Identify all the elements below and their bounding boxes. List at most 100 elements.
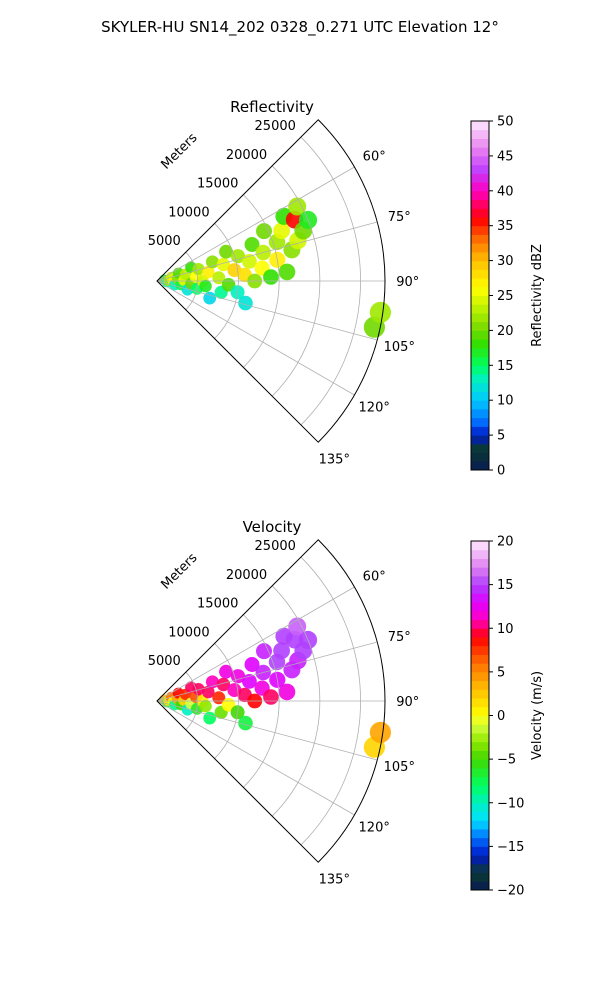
colorbar-tick-label: 15 <box>497 359 514 374</box>
colorbar-segment <box>471 759 489 769</box>
azimuth-tick-label: 75° <box>388 210 411 225</box>
colorbar-segment <box>471 129 489 139</box>
colorbar-segment <box>471 567 489 577</box>
echo-cell <box>238 295 253 311</box>
colorbar-segment <box>471 321 489 331</box>
colorbar-tick-label: 50 <box>497 115 514 130</box>
polar-grid <box>156 136 385 426</box>
echo-cell <box>369 301 391 323</box>
colorbar-segment <box>471 776 489 786</box>
colorbar-tick-label: 45 <box>497 149 514 164</box>
colorbar-segment <box>471 121 489 131</box>
colorbar-segment <box>471 278 489 288</box>
echo-cell <box>202 265 215 279</box>
colorbar-segment <box>471 619 489 629</box>
colorbar-tick-label: 30 <box>497 254 514 269</box>
colorbar-segment <box>471 391 489 401</box>
colorbar-segment <box>471 269 489 279</box>
colorbar-segment <box>471 138 489 148</box>
colorbar-segment <box>471 794 489 804</box>
colorbar-segment <box>471 680 489 690</box>
colorbar-segment <box>471 881 489 891</box>
radial-tick-label: 25000 <box>255 539 296 554</box>
velocity-colorbar: −20 −15 −10 −5 0 5 10 15 20 Velocity (m/s) <box>470 535 545 899</box>
echo-cell <box>238 715 253 731</box>
echo-cell <box>242 674 257 689</box>
azimuth-tick-label: 60° <box>363 150 386 165</box>
colorbar-tick-label: 0 <box>497 709 505 724</box>
colorbar-tick-label: −10 <box>497 796 524 811</box>
colorbar-segment <box>471 767 489 778</box>
colorbar-segment <box>471 715 489 725</box>
echo-cell <box>219 244 233 259</box>
sector-outline <box>156 539 386 863</box>
echo-cell <box>230 249 246 264</box>
echo-cell <box>369 721 391 744</box>
azimuth-tick-label: 75° <box>388 630 411 645</box>
colorbar-tick-label: 40 <box>497 184 514 199</box>
reflectivity-panel: Reflectivity 5000 10000 15000 20000 25000 Met… <box>148 98 545 479</box>
echo-cell <box>244 237 260 252</box>
echo-cell <box>256 643 272 660</box>
echo-cell <box>256 223 272 240</box>
colorbar-segment <box>471 558 489 568</box>
figure-title: SKYLER-HU SN14_202 0328_0.271 UTC Elevat… <box>101 18 499 37</box>
colorbar-segment <box>471 435 489 445</box>
azimuth-tick-label: 135° <box>319 872 350 887</box>
colorbar-segment <box>471 417 489 427</box>
colorbar-tick-label: 0 <box>497 464 505 479</box>
colorbar-segment <box>471 750 489 760</box>
colorbar-segment <box>471 216 489 227</box>
polar-grid <box>156 556 385 846</box>
radial-axis-label: Meters <box>159 130 201 172</box>
colorbar-segment <box>471 741 489 751</box>
colorbar-tick-label: 35 <box>497 219 514 234</box>
colorbar-segment <box>471 295 489 305</box>
echo-cell <box>216 677 231 692</box>
azimuth-spoke <box>156 280 378 341</box>
radial-tick-label: 5000 <box>148 234 181 249</box>
azimuth-tick-label: 120° <box>359 820 390 835</box>
colorbar-segment <box>471 636 489 647</box>
colorbar-segment <box>471 304 489 314</box>
colorbar-segment <box>471 147 489 157</box>
echo-cell <box>244 657 260 672</box>
colorbar-segment <box>471 426 489 436</box>
colorbar-segment <box>471 855 489 865</box>
echo-cell <box>203 711 217 725</box>
colorbar-segment <box>471 225 489 235</box>
colorbar-segment <box>471 863 489 874</box>
colorbar-segment <box>471 365 489 375</box>
colorbar-segment <box>471 382 489 392</box>
azimuth-spoke <box>156 586 355 702</box>
echo-cell <box>263 689 279 705</box>
colorbar-segment <box>471 339 489 349</box>
colorbar-segment <box>471 811 489 821</box>
colorbar-segment <box>471 408 489 419</box>
colorbar-tick-label: 5 <box>497 429 505 444</box>
colorbar-segment <box>471 286 489 296</box>
colorbar-segment <box>471 846 489 856</box>
colorbar-tick-label: −15 <box>497 840 524 855</box>
radial-axis-label: Meters <box>159 550 201 592</box>
colorbar-segment <box>471 155 489 166</box>
reflectivity-colorbar: 0 5 10 15 20 25 30 35 40 45 50 Reflectivity dBZ <box>470 115 545 479</box>
colorbar-segment <box>471 443 489 454</box>
azimuth-tick-label: 135° <box>319 452 350 467</box>
colorbar-segment <box>471 541 489 551</box>
reflectivity-title: Reflectivity <box>230 98 314 116</box>
colorbar-segment <box>471 260 489 270</box>
azimuth-tick-label: 60° <box>363 570 386 585</box>
echo-cell <box>278 683 296 701</box>
colorbar-segment <box>471 872 489 882</box>
colorbar-segment <box>471 602 489 612</box>
colorbar-segment <box>471 400 489 410</box>
colorbar-label: Velocity (m/s) <box>530 671 545 760</box>
colorbar-segment <box>471 461 489 471</box>
colorbar-segment <box>471 164 489 174</box>
radial-tick-label: 5000 <box>148 654 181 669</box>
echo-cell <box>288 617 307 636</box>
azimuth-tick-label: 105° <box>384 340 415 355</box>
colorbar-tick-label: 5 <box>497 665 505 680</box>
